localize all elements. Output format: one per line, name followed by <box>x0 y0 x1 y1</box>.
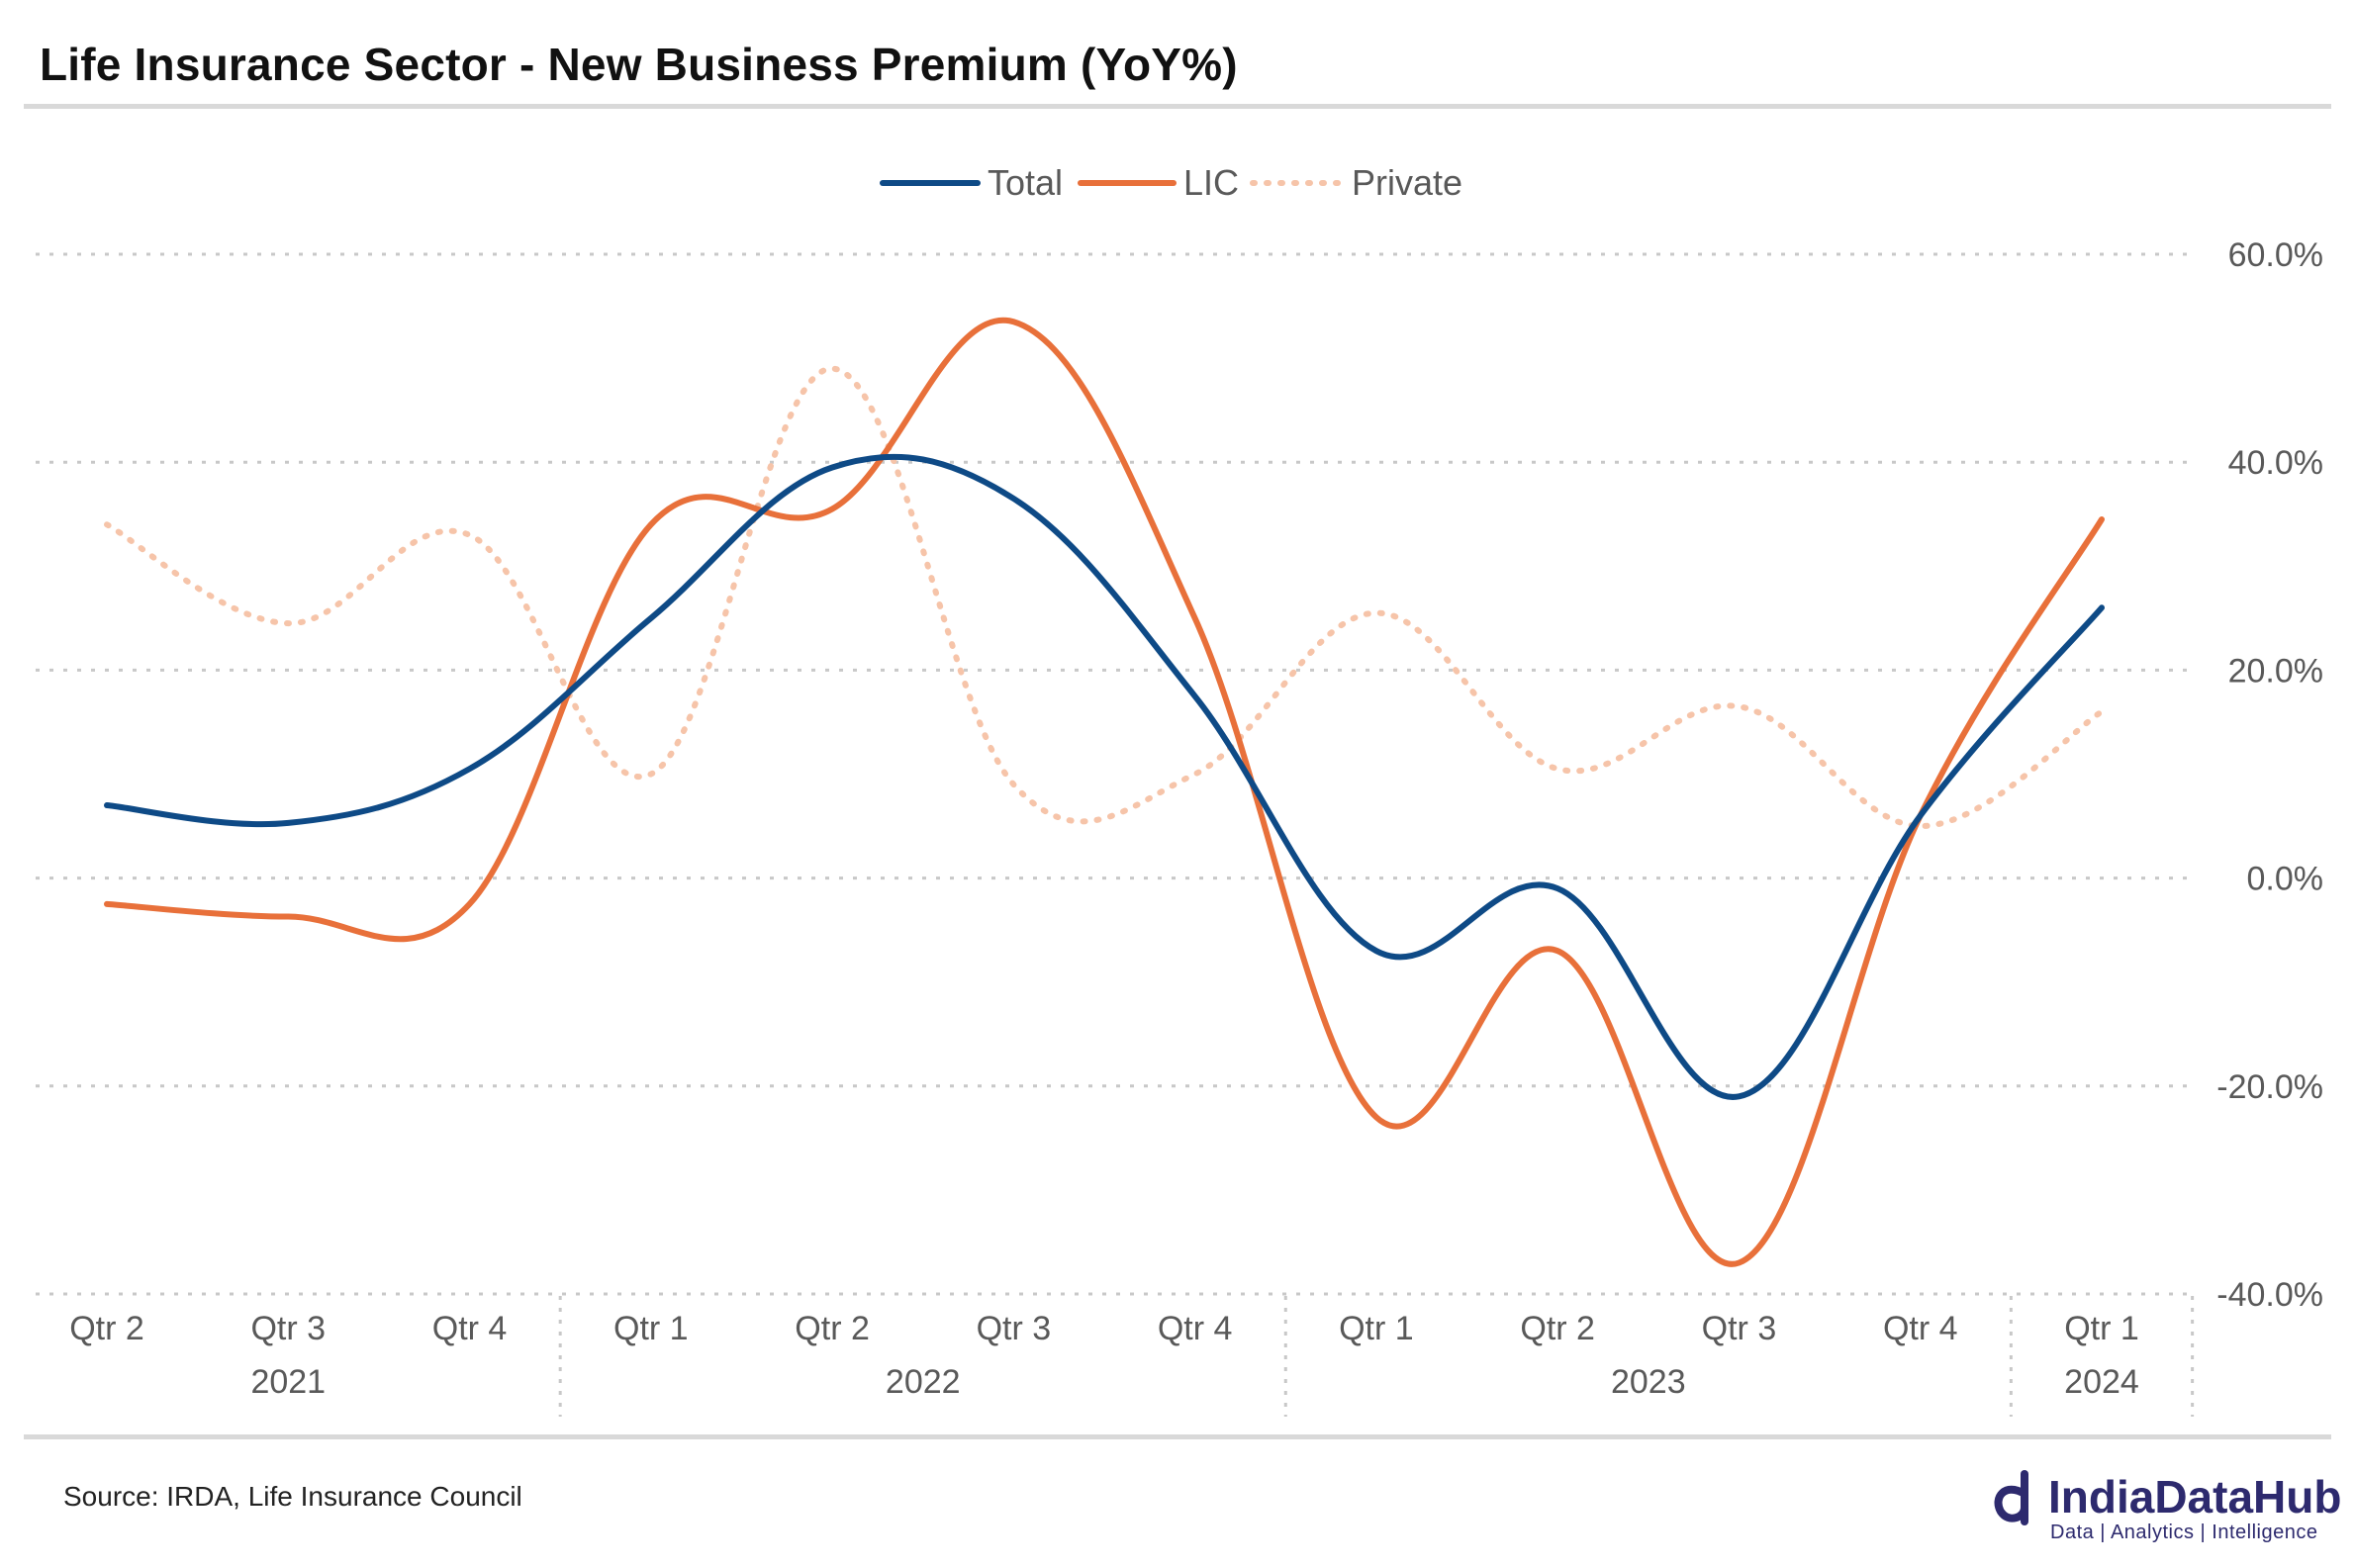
x-axis: Qtr 2 Qtr 3 Qtr 4 Qtr 1 Qtr 2 Qtr 3 Qtr 4 Qtr 1… <box>69 1296 2195 1417</box>
chart-title: Life Insurance Sector - New Business Pre… <box>40 39 1238 90</box>
gridlines <box>36 252 2187 1296</box>
logo-tagline: Data | Analytics | Intelligence <box>2050 1522 2318 1543</box>
x-tick-label: Qtr 1 <box>1339 1310 1414 1347</box>
x-tick-label: Qtr 3 <box>977 1310 1052 1347</box>
logo-name: IndiaDataHub <box>2048 1471 2342 1522</box>
india-data-hub-d-icon <box>1994 1470 2028 1525</box>
footer-divider <box>24 1434 2331 1439</box>
series-lines <box>104 317 2105 1267</box>
y-tick-label: 20.0% <box>2228 652 2323 690</box>
legend-label-lic: LIC <box>1183 162 1239 203</box>
x-tick-label: Qtr 4 <box>1158 1310 1233 1347</box>
x-tick-label: Qtr 3 <box>1702 1310 1777 1347</box>
y-tick-label: 60.0% <box>2228 236 2323 274</box>
line-chart: 60.0%40.0%20.0%0.0%-20.0%-40.0% Qtr 2 Qtr… <box>36 162 2323 1417</box>
legend-label-total: Total <box>988 162 1063 203</box>
x-tick-label: Qtr 2 <box>69 1310 144 1347</box>
series-line-private <box>104 365 2105 830</box>
source-note: Source: IRDA, Life Insurance Council <box>63 1481 522 1512</box>
legend: Total LIC Private <box>880 162 1462 203</box>
y-tick-label: 0.0% <box>2247 861 2324 898</box>
series-line-lic <box>104 317 2105 1267</box>
x-tick-label: Qtr 3 <box>250 1310 326 1347</box>
y-axis-tick-labels: 60.0% 40.0% 20.0% 0.0% -20.0% -40.0% <box>2216 236 2323 1314</box>
x-tick-label: Qtr 4 <box>1883 1310 1958 1347</box>
x-tick-label: Qtr 2 <box>795 1310 870 1347</box>
y-tick-label: 40.0% <box>2228 444 2323 482</box>
y-tick-label: -20.0% <box>2216 1068 2323 1106</box>
x-tick-label: Qtr 1 <box>2064 1310 2139 1347</box>
series-line-total <box>104 453 2105 1100</box>
x-year-label: 2023 <box>1611 1363 1686 1401</box>
x-year-label: 2024 <box>2064 1363 2139 1401</box>
y-tick-label: -40.0% <box>2216 1276 2323 1314</box>
x-tick-label: Qtr 4 <box>432 1310 508 1347</box>
legend-label-private: Private <box>1352 162 1462 203</box>
title-divider <box>24 104 2331 109</box>
brand-logo: IndiaDataHub Data | Analytics | Intellig… <box>1989 1464 2341 1553</box>
x-tick-label: Qtr 2 <box>1520 1310 1595 1347</box>
x-year-label: 2021 <box>250 1363 326 1401</box>
x-year-label: 2022 <box>886 1363 961 1401</box>
x-tick-label: Qtr 1 <box>613 1310 689 1347</box>
